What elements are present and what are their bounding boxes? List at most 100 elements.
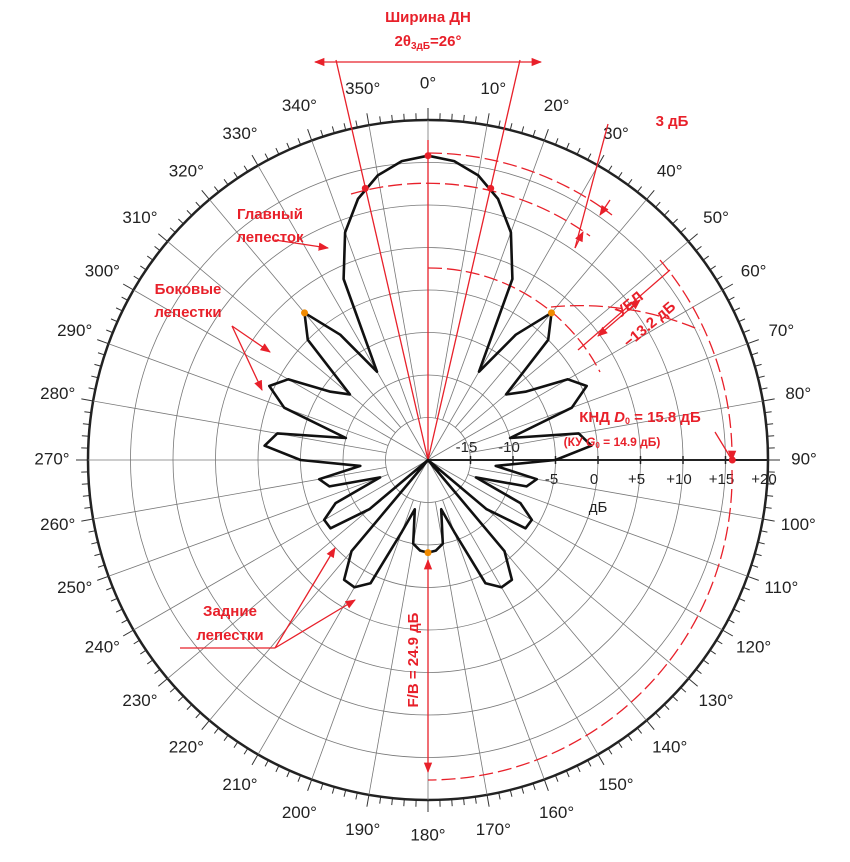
theta-tick-label: 10° — [480, 79, 506, 98]
outer-tick — [307, 129, 313, 141]
theta-tick-label: 330° — [222, 124, 257, 143]
spoke — [434, 125, 488, 419]
outer-tick — [122, 283, 134, 291]
3db-arrow — [599, 199, 611, 216]
beamwidth-title: Ширина ДН — [385, 9, 471, 26]
outer-tick — [486, 113, 490, 126]
spoke — [167, 487, 396, 679]
theta-tick-label: 280° — [40, 384, 75, 403]
spoke — [469, 400, 763, 454]
spoke — [442, 499, 545, 780]
outer-tick — [366, 113, 370, 126]
gain-label: (КУ G0 = 14.9 дБ) — [564, 435, 661, 450]
spoke — [311, 140, 414, 421]
theta-tick-label: 170° — [476, 820, 511, 839]
spoke — [427, 289, 723, 461]
outer-tick — [158, 678, 168, 687]
r-axis-label: дБ — [589, 499, 608, 516]
theta-tick-label: 300° — [85, 261, 120, 280]
fb-label: F/B = 24.9 дБ — [405, 612, 422, 707]
r-tick-label: +15 — [709, 471, 734, 488]
r-tick-label: -5 — [545, 471, 558, 488]
theta-tick-label: 220° — [169, 738, 204, 757]
spoke — [427, 459, 723, 631]
outer-tick — [747, 339, 759, 345]
side-lobe-pointer — [231, 325, 263, 391]
theta-tick-label: 140° — [652, 738, 687, 757]
theta-tick-label: 240° — [85, 637, 120, 656]
side-lobe-pointer — [231, 325, 271, 353]
side-lobe-label: Боковые — [155, 281, 222, 298]
spoke — [311, 499, 414, 780]
back-lobe-label: Задние — [203, 603, 257, 620]
outer-tick — [97, 575, 109, 581]
spoke — [427, 165, 599, 461]
annotations: Ширина ДН 2θ3дБ=26° 3 дБ Главный лепесто… — [154, 9, 701, 707]
3db-label: 3 дБ — [656, 113, 689, 130]
main-lobe-label: лепесток — [236, 229, 304, 246]
r-tick-label: +5 — [628, 471, 645, 488]
half-power-arc — [350, 182, 591, 237]
spoke — [368, 501, 422, 795]
spoke — [368, 125, 422, 419]
outer-tick — [122, 629, 134, 637]
spoke — [93, 400, 387, 454]
outer-tick — [81, 398, 94, 402]
directivity-pointer — [714, 431, 733, 461]
spoke — [133, 289, 429, 461]
spoke — [460, 487, 689, 679]
marker — [424, 549, 432, 557]
outer-tick — [81, 518, 94, 522]
theta-tick-label: 340° — [282, 96, 317, 115]
theta-tick-label: 160° — [539, 803, 574, 822]
3db-pointer — [574, 123, 609, 249]
outer-tick — [747, 575, 759, 581]
theta-tick-label: 230° — [122, 691, 157, 710]
outer-tick — [366, 794, 370, 807]
outer-tick — [646, 190, 655, 200]
theta-tick-label: 0° — [420, 73, 436, 92]
spoke — [467, 474, 748, 577]
outer-tick — [158, 233, 168, 242]
outer-tick — [722, 283, 734, 291]
outer-tick — [307, 779, 313, 791]
theta-tick-label: 120° — [736, 637, 771, 656]
outer-tick — [251, 154, 259, 166]
back-lobe-pointer — [274, 599, 356, 649]
marker — [547, 309, 555, 317]
theta-tick-label: 210° — [222, 775, 257, 794]
outer-tick — [201, 720, 210, 730]
theta-tick-label: 30° — [603, 124, 629, 143]
theta-tick-label: 110° — [764, 578, 798, 597]
theta-tick-label: 100° — [781, 515, 816, 534]
spoke — [442, 140, 545, 421]
ubl-arrow — [597, 299, 641, 337]
marker — [487, 184, 495, 192]
outer-tick — [97, 339, 109, 345]
outer-tick — [251, 754, 259, 766]
outer-tick — [688, 233, 698, 242]
theta-tick-label: 310° — [122, 208, 157, 227]
spoke — [469, 466, 763, 520]
spoke — [427, 459, 599, 755]
theta-tick-label: 290° — [57, 321, 92, 340]
theta-tick-label: 150° — [598, 775, 633, 794]
spoke — [257, 165, 429, 461]
sidelobe-arc — [427, 267, 601, 373]
outer-tick — [762, 398, 775, 402]
back-lobe-pointer — [274, 547, 336, 649]
outer-tick — [543, 129, 549, 141]
theta-tick-label: 250° — [57, 578, 92, 597]
directivity-label: КНД D0 = 15.8 дБ — [579, 409, 701, 426]
side-lobe-label: лепестки — [154, 304, 221, 321]
r-tick-label: -10 — [498, 439, 520, 456]
theta-tick-label: 260° — [40, 515, 75, 534]
marker — [301, 309, 309, 317]
main-lobe-label: Главный — [237, 206, 303, 223]
beamwidth-line — [427, 59, 521, 461]
theta-tick-label: 200° — [282, 803, 317, 822]
theta-tick-label: 270° — [34, 449, 69, 468]
outer-tick — [486, 794, 490, 807]
theta-tick-label: 50° — [703, 208, 729, 227]
